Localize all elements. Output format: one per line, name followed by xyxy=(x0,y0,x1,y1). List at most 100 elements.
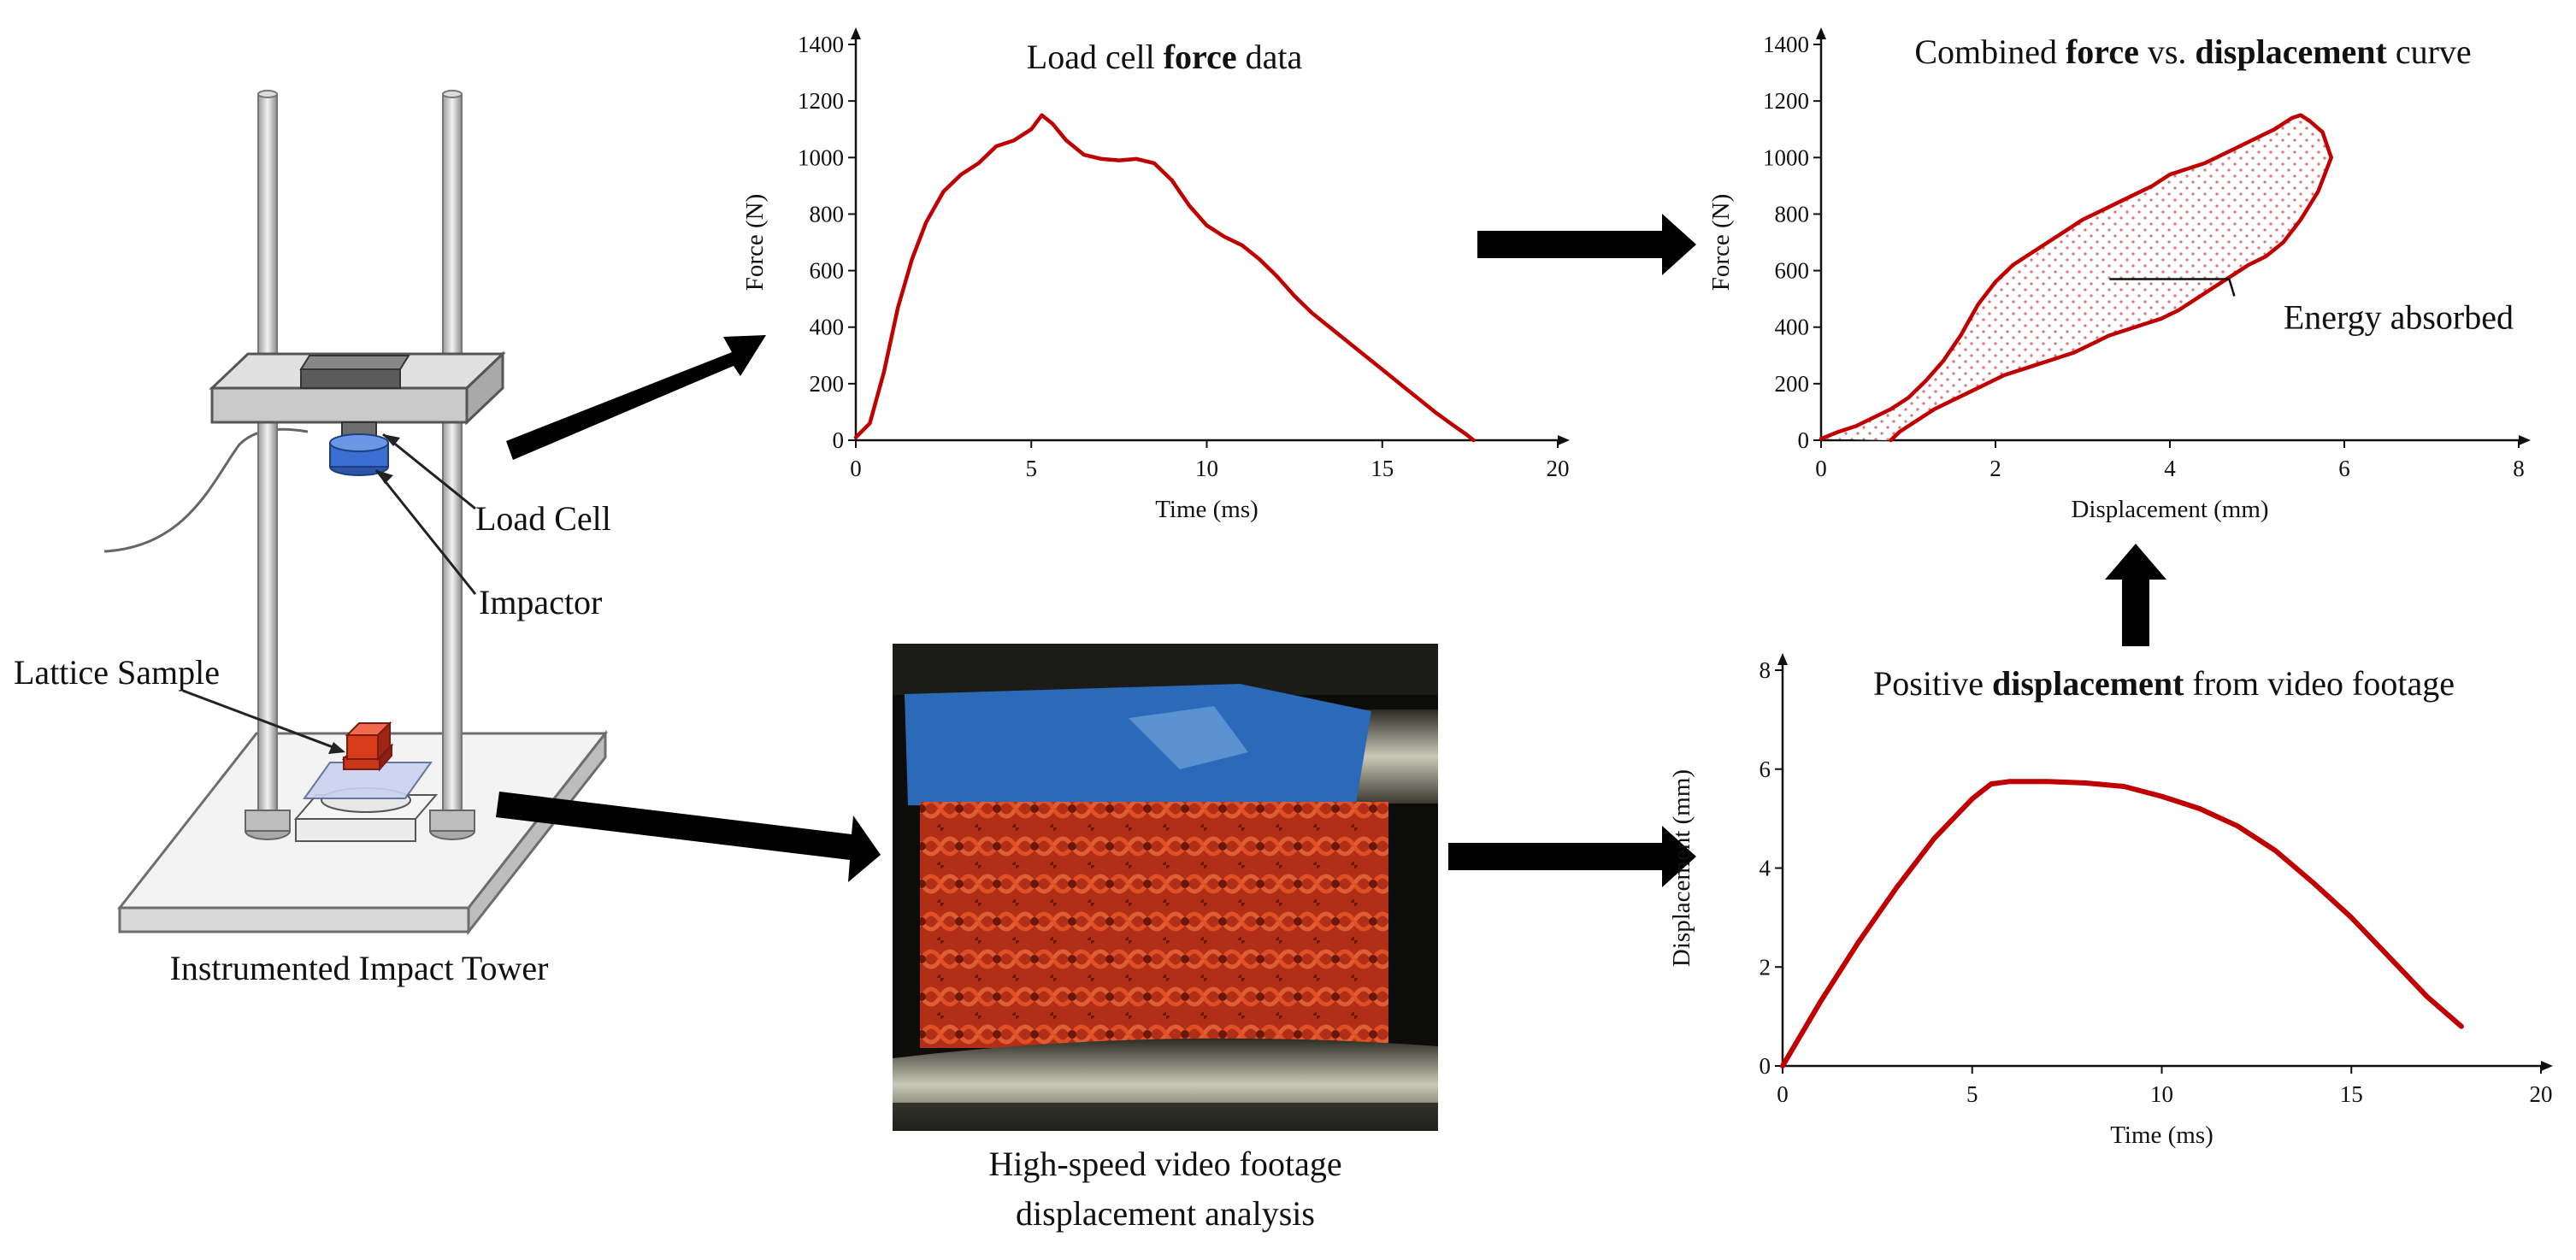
y-tick-label: 600 xyxy=(1775,258,1810,284)
chart-title-part: curve xyxy=(2387,32,2472,71)
y-tick-label: 1200 xyxy=(1763,88,1809,114)
x-tick-label: 10 xyxy=(2150,1081,2173,1107)
sample-plate xyxy=(303,762,433,799)
chart-title: Load cell force data xyxy=(1027,38,1303,76)
x-axis-arrowhead xyxy=(2519,435,2531,445)
y-tick-label: 800 xyxy=(810,201,845,227)
y-axis-label: Displacement (mm) xyxy=(1668,769,1695,967)
data-curve xyxy=(853,113,1476,443)
y-tick-label: 800 xyxy=(1775,201,1810,227)
x-tick-label: 5 xyxy=(1966,1081,1978,1107)
annotation-energy-absorbed: Energy absorbed xyxy=(2284,297,2514,336)
chart-title-part: data xyxy=(1237,38,1303,76)
y-tick-label: 200 xyxy=(1775,371,1810,397)
anvil-block xyxy=(295,818,416,842)
annotation-leader-tail xyxy=(2228,279,2236,297)
x-tick-label: 0 xyxy=(1777,1081,1789,1107)
x-axis-arrowhead xyxy=(1558,435,1570,445)
y-tick-label: 4 xyxy=(1760,856,1771,881)
right-rod xyxy=(442,93,463,828)
x-axis-arrowhead xyxy=(2541,1061,2553,1071)
displacement-time-chart: 0 5 10 15 20 0 2 4 6 8 Time (ms) Displacement (mm) P… xyxy=(1668,653,2553,1149)
x-tick-label: 20 xyxy=(1547,456,1570,481)
loading-curve xyxy=(1819,113,2333,441)
label-impactor: Impactor xyxy=(479,583,602,621)
tape-highlight xyxy=(1129,706,1248,769)
left-rod-cap xyxy=(257,90,278,98)
x-tick-label: 4 xyxy=(2164,456,2176,481)
label-load-cell: Load Cell xyxy=(475,499,611,538)
data-curve xyxy=(1780,779,2464,1069)
x-tick-label: 10 xyxy=(1195,456,1218,481)
y-axis-arrowhead xyxy=(1816,27,1826,39)
tower-caption: Instrumented Impact Tower xyxy=(170,949,549,987)
x-tick-label: 20 xyxy=(2530,1081,2553,1107)
impactor-pointer xyxy=(374,469,477,595)
flow-arrows xyxy=(496,214,2166,887)
chart-title-part: force xyxy=(2066,32,2139,71)
base-plate-edge-side xyxy=(467,729,607,936)
chart-title: Combined force vs. displacement curve xyxy=(1914,32,2471,71)
impactor-top xyxy=(329,433,389,452)
x-tick-label: 0 xyxy=(850,456,862,481)
x-tick-label: 5 xyxy=(1026,456,1038,481)
video-caption-line2: displacement analysis xyxy=(1016,1194,1315,1233)
arrow-tower-to-video xyxy=(496,792,881,882)
energy-absorbed-area xyxy=(1821,115,2331,440)
x-tick-label: 2 xyxy=(1989,456,2001,481)
video-caption-line1: High-speed video footage xyxy=(988,1145,1341,1183)
x-tick-label: 15 xyxy=(1371,456,1394,481)
crosshead-front xyxy=(210,386,469,424)
y-tick-label: 0 xyxy=(1798,427,1810,453)
lattice-pointer xyxy=(182,689,343,752)
right-rod-cap xyxy=(442,90,463,98)
chart-title-part: force xyxy=(1164,38,1237,76)
label-lattice-sample: Lattice Sample xyxy=(14,653,220,692)
lattice-sample-cube xyxy=(341,721,394,772)
y-axis-arrowhead xyxy=(1777,653,1788,665)
unloading-curve xyxy=(1889,156,2333,443)
y-tick-label: 1000 xyxy=(798,144,844,170)
crosshead-side xyxy=(465,350,504,426)
impact-tower-illustration: Load Cell Impactor Lattice Sample Instru… xyxy=(14,90,611,987)
x-tick-label: 0 xyxy=(1815,456,1827,481)
high-speed-video-frame: High-speed video footage displacement an… xyxy=(893,644,1438,1233)
x-axis-label: Time (ms) xyxy=(1155,496,1259,523)
y-axis-arrowhead xyxy=(851,27,861,39)
y-tick-label: 400 xyxy=(1775,315,1810,340)
arrow-tower-to-force xyxy=(506,335,766,460)
chart-title-part: Load cell xyxy=(1027,38,1164,76)
y-tick-label: 0 xyxy=(833,427,845,453)
load-cell-pointer-head xyxy=(383,434,400,446)
y-tick-label: 8 xyxy=(1760,657,1771,683)
y-tick-label: 600 xyxy=(810,258,845,284)
lower-platen-shadow xyxy=(893,1103,1438,1131)
y-tick-label: 200 xyxy=(810,371,845,397)
left-rod xyxy=(257,93,278,828)
y-axis-label: Force (N) xyxy=(741,194,769,291)
x-axis-label: Displacement (mm) xyxy=(2071,496,2268,523)
arrow-force-to-combined xyxy=(1477,214,1696,275)
y-axis-label: Force (N) xyxy=(1707,194,1735,291)
chart-title-part: displacement xyxy=(1992,664,2184,703)
base-plate-edge-front xyxy=(118,906,470,933)
x-tick-label: 6 xyxy=(2338,456,2350,481)
chart-title-part: Combined xyxy=(1914,32,2066,71)
y-tick-label: 400 xyxy=(810,315,845,340)
y-tick-label: 2 xyxy=(1760,954,1771,980)
y-tick-label: 6 xyxy=(1760,757,1771,782)
right-rod-foot-body xyxy=(429,810,475,832)
chart-title-part: from video footage xyxy=(2184,664,2455,703)
y-tick-label: 1400 xyxy=(798,32,844,57)
y-tick-label: 1000 xyxy=(1763,144,1809,170)
chart-title-part: Positive xyxy=(1873,664,1992,703)
blue-tape xyxy=(905,684,1371,810)
lattice-sample-shade xyxy=(920,802,1388,1048)
y-tick-label: 1200 xyxy=(798,88,844,114)
y-tick-label: 0 xyxy=(1760,1053,1771,1079)
y-tick-label: 1400 xyxy=(1763,32,1809,57)
weight-block xyxy=(300,368,401,389)
